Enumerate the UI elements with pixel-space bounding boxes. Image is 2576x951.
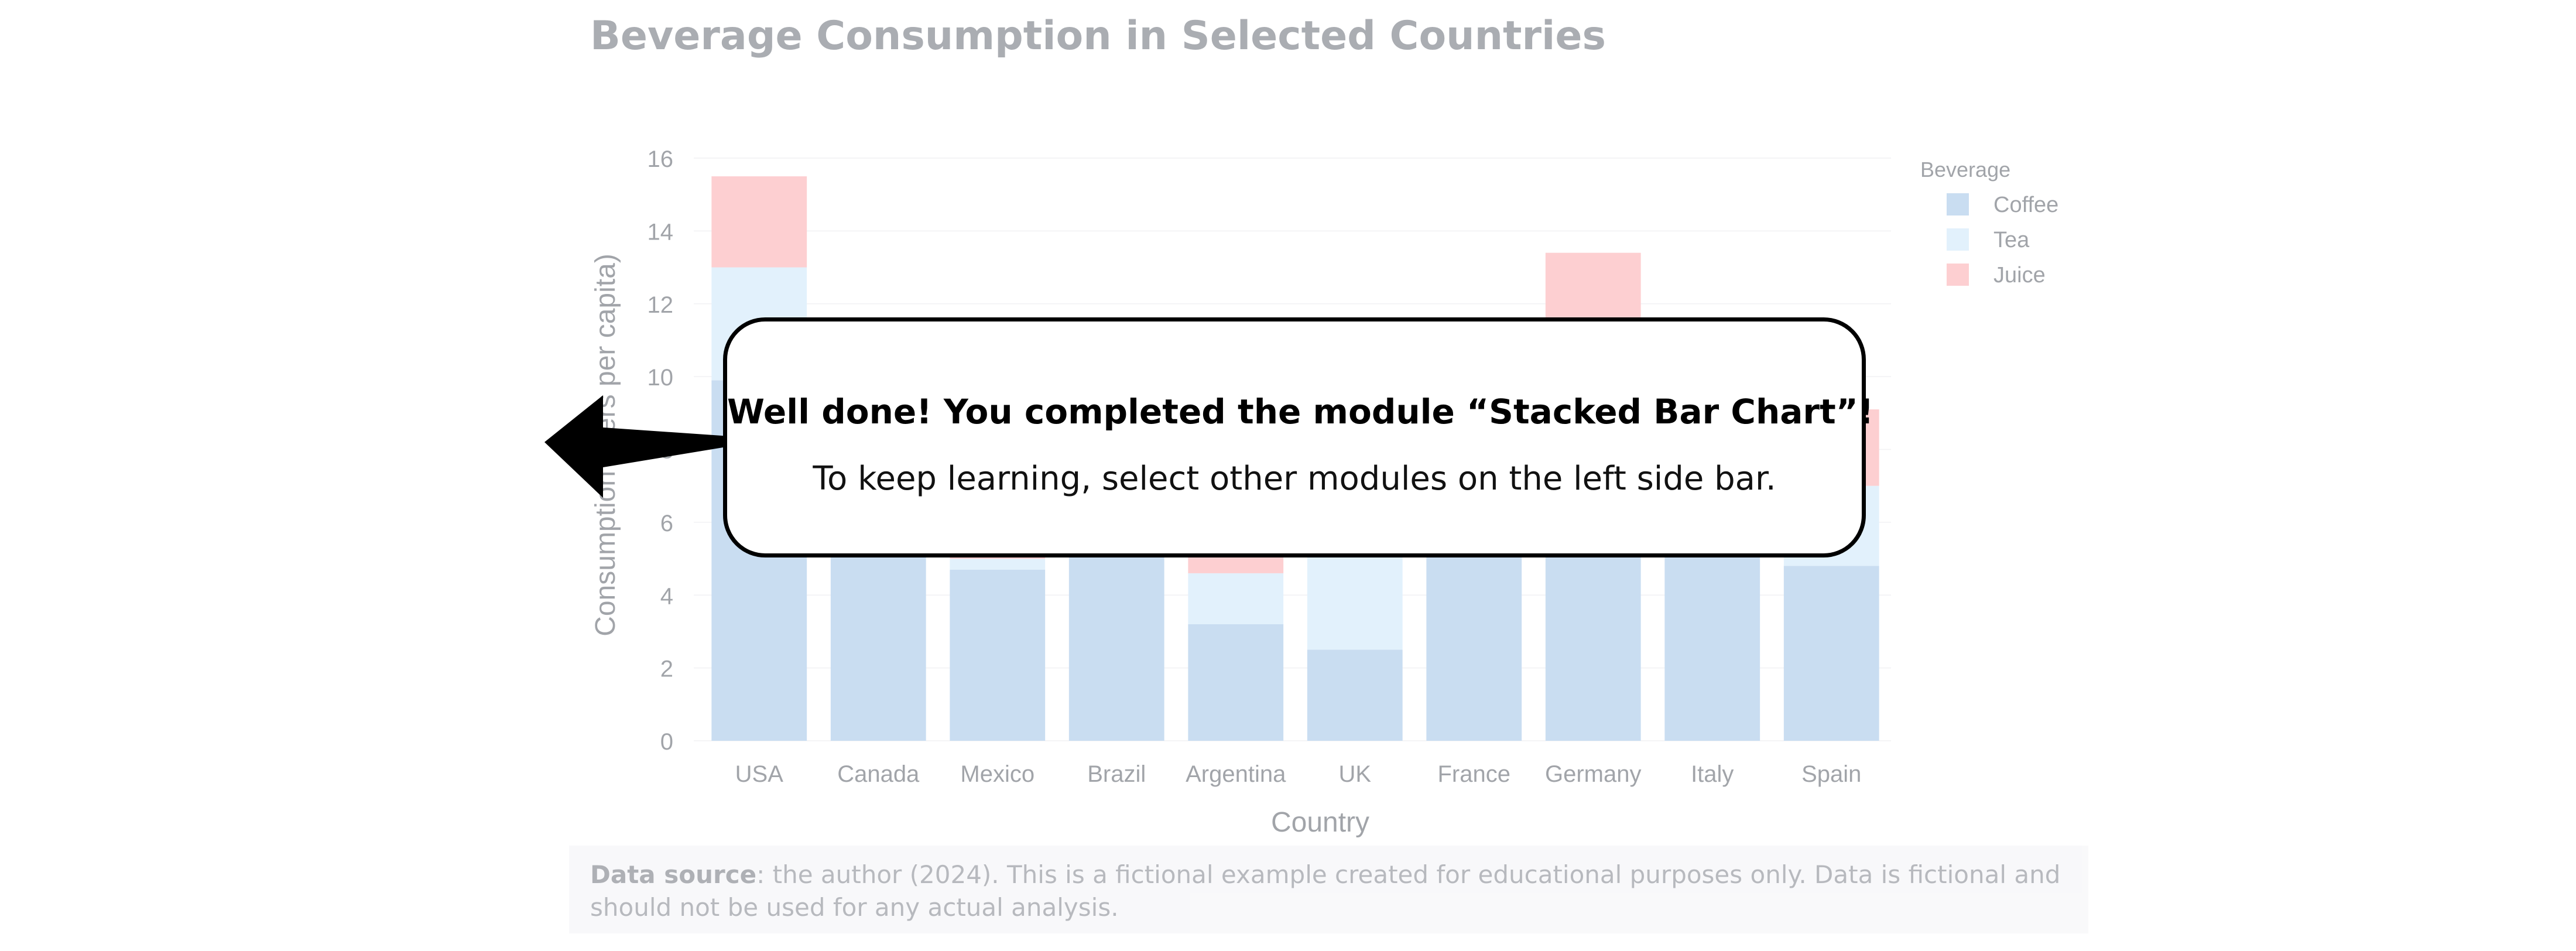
x-tick-label: Argentina <box>1186 761 1286 787</box>
bar-coffee-spain <box>1783 566 1879 741</box>
data-source-label: Data source <box>590 860 757 889</box>
y-tick-label: 16 <box>648 146 674 172</box>
data-source-note: Data source: the author (2024). This is … <box>569 846 2088 933</box>
legend-label-coffee: Coffee <box>1993 193 2058 217</box>
x-tick-label: Brazil <box>1087 761 1146 787</box>
legend-label-juice: Juice <box>1993 263 2046 288</box>
x-tick-label: UK <box>1338 761 1371 787</box>
x-tick-label: Italy <box>1691 761 1734 787</box>
legend-swatch-coffee <box>1947 193 1969 215</box>
bar-juice-argentina <box>1188 555 1284 573</box>
axis-ticks: 0246810121416USACanadaMexicoBrazilArgent… <box>648 146 1862 787</box>
completion-callout: Well done! You completed the module “Sta… <box>723 317 1874 557</box>
y-tick-label: 14 <box>648 219 674 245</box>
bar-coffee-uk <box>1307 649 1403 741</box>
y-tick-label: 4 <box>660 583 673 609</box>
x-tick-label: France <box>1438 761 1511 787</box>
x-tick-label: Mexico <box>960 761 1034 787</box>
x-tick-label: Germany <box>1545 761 1642 787</box>
y-tick-label: 10 <box>648 365 674 391</box>
y-tick-label: 6 <box>660 511 673 536</box>
callout-headline: Well done! You completed the module “Sta… <box>727 392 1874 432</box>
chart-title: Beverage Consumption in Selected Countri… <box>590 13 1606 59</box>
legend-title: Beverage <box>1920 158 2010 182</box>
x-tick-label: Spain <box>1801 761 1861 787</box>
bar-coffee-argentina <box>1188 624 1284 741</box>
bar-tea-argentina <box>1188 573 1284 624</box>
y-tick-label: 2 <box>660 656 673 682</box>
legend-label-tea: Tea <box>1993 228 2030 252</box>
arrow-left-icon <box>544 395 773 498</box>
bar-juice-usa <box>711 176 807 268</box>
data-source-text: : the author (2024). This is a fictional… <box>590 860 2061 922</box>
legend: Beverage Coffee Tea Juice <box>1920 158 2058 288</box>
legend-swatch-juice <box>1947 264 1969 286</box>
x-tick-label: Canada <box>837 761 920 787</box>
y-tick-label: 0 <box>660 729 673 755</box>
callout-body: To keep learning, select other modules o… <box>813 460 1776 498</box>
arrow-left-shape <box>544 395 773 498</box>
x-axis-label: Country <box>1271 807 1369 838</box>
y-tick-label: 12 <box>648 292 674 318</box>
x-tick-label: USA <box>735 761 784 787</box>
bar-tea-mexico <box>950 559 1046 570</box>
legend-swatch-tea <box>1947 228 1969 251</box>
bar-coffee-italy <box>1664 522 1760 741</box>
bar-coffee-mexico <box>950 569 1046 741</box>
